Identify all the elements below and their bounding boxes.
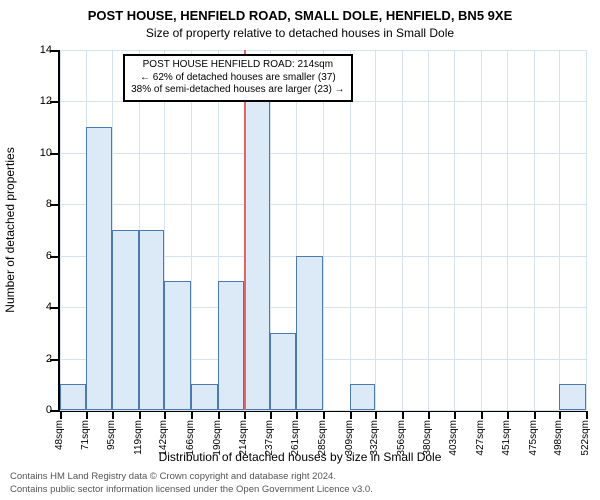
histogram-bar [270,333,297,410]
histogram-bar [112,230,139,410]
histogram-bar [139,230,165,410]
gridline-v [191,50,192,410]
y-tick-label: 14 [40,44,52,56]
gridline-v [60,50,61,410]
y-tick-label: 6 [46,250,52,262]
x-tick-label: 142sqm [158,420,169,456]
y-axis-label: Number of detached properties [3,147,17,312]
y-tick-label: 2 [46,353,52,365]
gridline-v [402,50,403,410]
gridline-v [323,50,324,410]
x-tick [139,411,141,419]
x-tick-label: 403sqm [448,420,459,456]
x-tick-label: 309sqm [344,420,355,456]
histogram-bar [559,384,586,410]
x-tick-label: 48sqm [54,420,65,450]
x-tick [586,411,588,419]
x-tick-label: 332sqm [369,420,380,456]
chart-title-sub: Size of property relative to detached ho… [0,26,600,40]
histogram-bar [244,101,270,410]
x-tick-label: 380sqm [422,420,433,456]
histogram-bar [296,256,323,410]
x-tick [60,411,62,419]
x-tick [534,411,536,419]
gridline-v [534,50,535,410]
chart-title-main: POST HOUSE, HENFIELD ROAD, SMALL DOLE, H… [0,8,600,23]
x-tick-label: 237sqm [264,420,275,456]
x-tick-label: 498sqm [553,420,564,456]
credits: Contains HM Land Registry data © Crown c… [10,471,373,496]
x-tick [481,411,483,419]
x-tick-label: 285sqm [317,420,328,456]
x-tick [191,411,193,419]
info-line: POST HOUSE HENFIELD ROAD: 214sqm [131,59,344,72]
y-tick-label: 4 [46,301,52,313]
x-tick [507,411,509,419]
x-tick [454,411,456,419]
x-tick-label: 190sqm [212,420,223,456]
credits-line: Contains HM Land Registry data © Crown c… [10,471,373,483]
gridline-v [559,50,560,410]
x-tick-label: 475sqm [528,420,539,456]
gridline-v [507,50,508,410]
gridline-v [454,50,455,410]
x-tick-label: 451sqm [501,420,512,456]
gridline-h [60,50,586,51]
x-tick [375,411,377,419]
x-tick-label: 71sqm [80,420,91,450]
credits-line: Contains public sector information licen… [10,484,373,496]
y-tick-label: 12 [40,95,52,107]
x-tick-label: 261sqm [290,420,301,456]
x-tick [270,411,272,419]
gridline-v [481,50,482,410]
histogram-bar [86,127,113,410]
gridline-v [586,50,587,410]
histogram-bar [350,384,376,410]
gridline-h [60,101,586,102]
x-tick-label: 427sqm [475,420,486,456]
reference-line [244,50,246,410]
x-tick-label: 95sqm [106,420,117,450]
info-line: ← 62% of detached houses are smaller (37… [131,72,344,85]
y-tick-label: 0 [46,404,52,416]
x-tick [559,411,561,419]
histogram-bar [218,281,245,410]
x-tick [428,411,430,419]
plot-area: POST HOUSE HENFIELD ROAD: 214sqm ← 62% o… [58,50,586,412]
x-tick [112,411,114,419]
gridline-h [60,204,586,205]
x-tick-label: 166sqm [185,420,196,456]
info-box: POST HOUSE HENFIELD ROAD: 214sqm ← 62% o… [123,54,352,102]
histogram-bar [191,384,218,410]
x-tick [244,411,246,419]
gridline-v [428,50,429,410]
x-tick [86,411,88,419]
x-tick [402,411,404,419]
x-tick [218,411,220,419]
gridline-v [350,50,351,410]
x-tick [323,411,325,419]
histogram-bar [164,281,191,410]
x-tick [164,411,166,419]
x-tick-label: 356sqm [396,420,407,456]
y-tick-label: 10 [40,147,52,159]
x-tick-label: 119sqm [133,420,144,455]
x-tick [350,411,352,419]
gridline-h [60,153,586,154]
info-line: 38% of semi-detached houses are larger (… [131,84,344,97]
gridline-h [60,410,586,411]
gridline-v [375,50,376,410]
histogram-bar [60,384,86,410]
chart-container: POST HOUSE, HENFIELD ROAD, SMALL DOLE, H… [0,0,600,500]
x-tick-label: 214sqm [238,420,249,456]
x-tick-label: 522sqm [580,420,591,456]
x-tick [296,411,298,419]
y-tick-label: 8 [46,198,52,210]
